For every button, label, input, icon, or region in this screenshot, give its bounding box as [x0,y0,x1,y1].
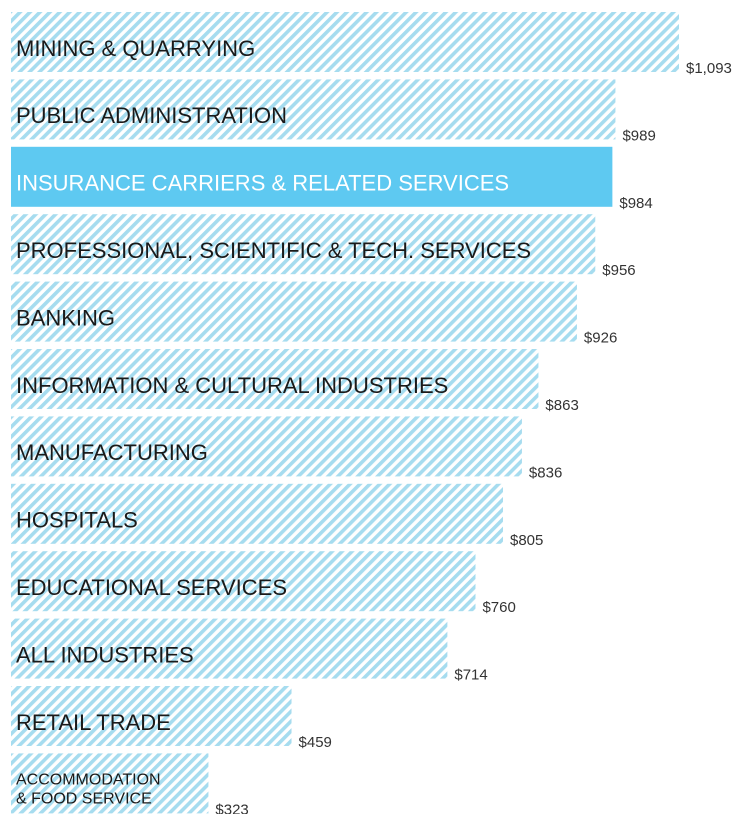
bar [11,349,539,409]
value-label: $323 [215,801,248,814]
category-label: ALL INDUSTRIES [16,642,194,667]
bar [11,214,596,275]
bar [11,416,522,477]
category-label: EDUCATIONAL SERVICES [16,575,287,600]
category-label: ACCOMMODATION & FOOD SERVICE [16,772,161,808]
bar [11,12,679,72]
value-label: $989 [622,127,655,144]
bar [11,686,292,746]
bar [11,483,503,544]
bar [11,618,448,679]
value-label: $760 [482,599,515,616]
category-label: INSURANCE CARRIERS & RELATED SERVICES [16,171,509,196]
value-label: $926 [584,330,617,347]
category-label: HOSPITALS [16,508,138,533]
bar [11,281,577,342]
category-label: PROFESSIONAL, SCIENTIFIC & TECH. SERVICE… [16,238,531,263]
value-label: $956 [602,262,635,279]
category-label: MINING & QUARRYING [16,36,255,61]
bar [11,79,616,140]
value-label: $1,093 [686,60,732,77]
bar [11,146,613,207]
value-label: $836 [529,464,562,481]
category-label: BANKING [16,305,115,330]
value-label: $984 [619,195,652,212]
value-label: $459 [299,734,332,751]
value-label: $863 [545,397,578,414]
value-label: $805 [510,532,543,549]
category-label: INFORMATION & CULTURAL INDUSTRIES [16,373,448,398]
value-label: $714 [454,667,487,684]
bar [11,753,209,814]
category-label: PUBLIC ADMINISTRATION [16,103,287,128]
bar [11,551,476,612]
category-label: RETAIL TRADE [16,710,171,735]
category-label: MANUFACTURING [16,440,208,465]
